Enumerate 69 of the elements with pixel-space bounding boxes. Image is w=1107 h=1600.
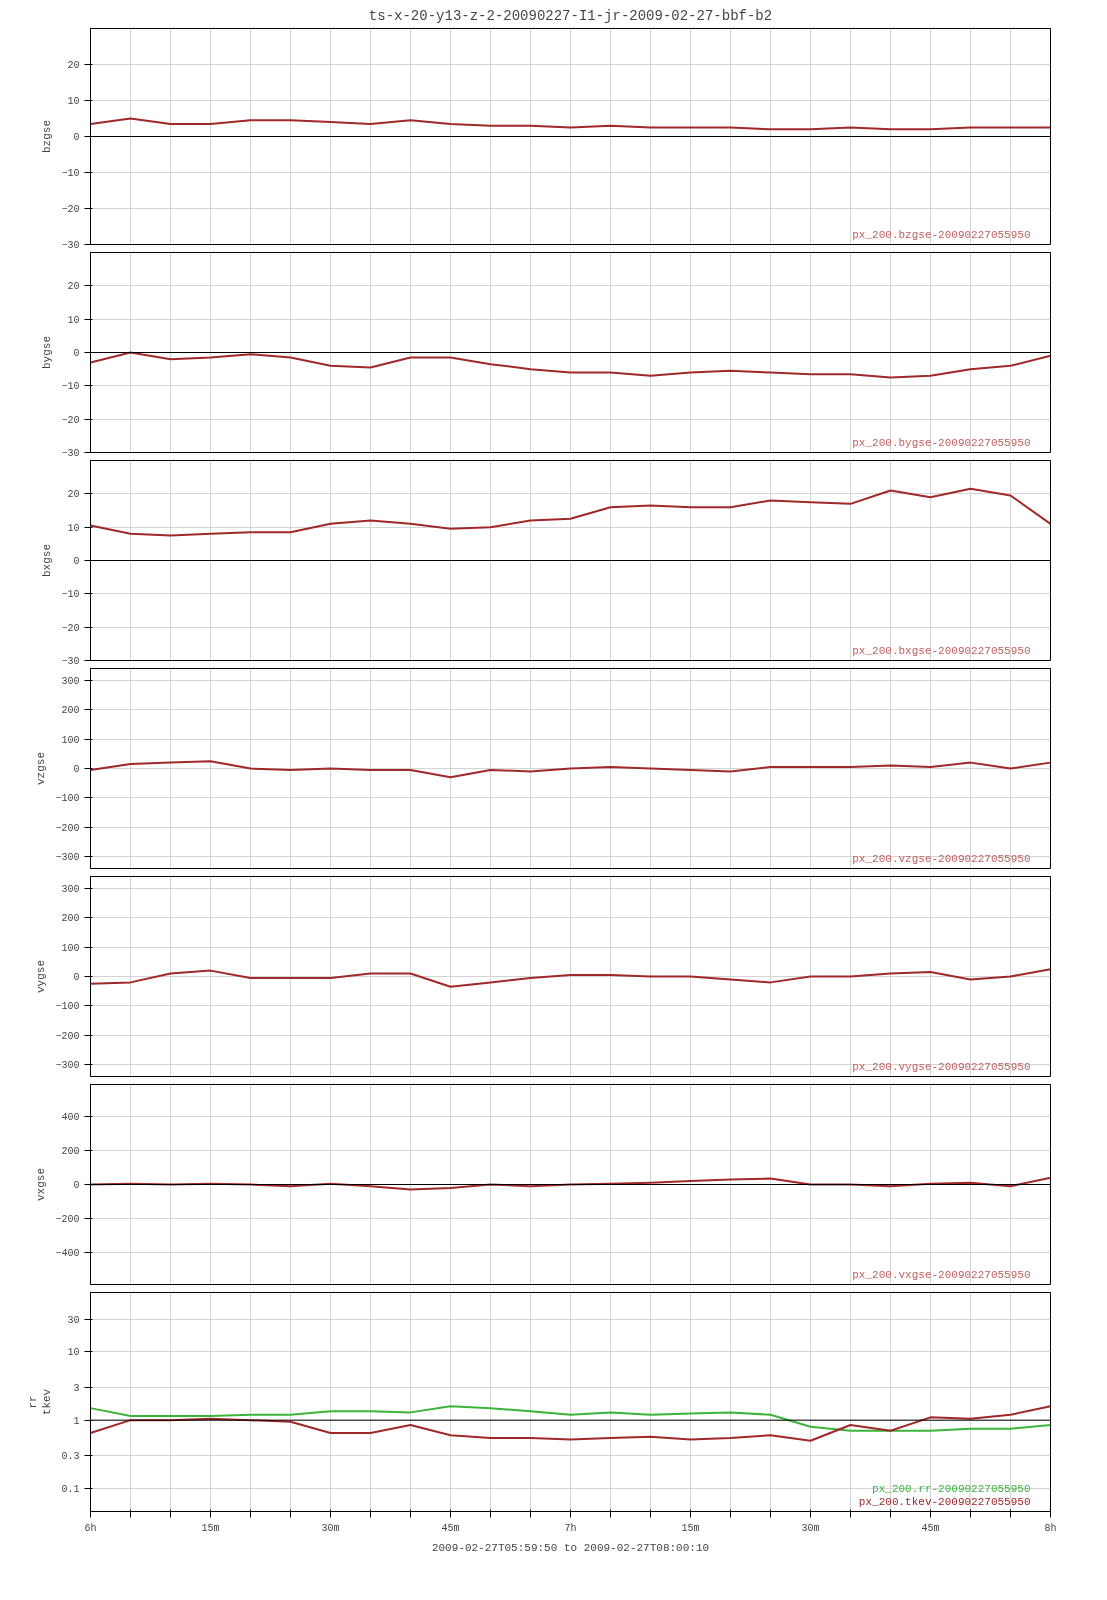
chart-title: ts-x-20-y13-z-2-20090227-I1-jr-2009-02-27-bbf-b2: [368, 7, 773, 24]
y-tick-label: 200: [61, 705, 80, 717]
text: px_200.tkev-20090227055950: [858, 1495, 1031, 1508]
y-tick-label: −20: [61, 414, 80, 426]
y-tick-label: 10: [67, 96, 80, 107]
y-tick-label: −10: [61, 168, 80, 179]
y-axis-title: vzgse: [35, 751, 48, 785]
x-tick-label: 45m: [441, 1522, 460, 1534]
y-tick-label: 200: [61, 913, 80, 925]
x-tick-label: 7h: [564, 1522, 577, 1534]
y-tick-label: 10: [67, 1347, 80, 1359]
y-tick-label: 300: [61, 883, 80, 895]
x-tick-label: 15m: [201, 1522, 220, 1534]
annotation: px_200.bxgse-20090227055950: [852, 644, 1031, 657]
y-tick-label: −30: [61, 656, 80, 667]
annotation: px_200.vzgse-20090227055950: [852, 852, 1031, 865]
y-tick-label: 10: [67, 522, 80, 534]
y-tick-label: 20: [67, 281, 80, 293]
y-tick-label: 300: [61, 675, 80, 687]
y-tick-label: 200: [61, 1146, 80, 1158]
y-tick-label: 0: [73, 972, 80, 983]
y-tick-label: −200: [55, 1213, 80, 1225]
y-tick-label: −100: [55, 793, 80, 805]
y-tick-label: −10: [61, 589, 80, 601]
y-axis-title: vxgse: [35, 1167, 48, 1201]
y-tick-label: 0: [73, 556, 80, 567]
y-tick-label: 20: [67, 60, 80, 71]
y-tick-label: 0.3: [61, 1451, 80, 1463]
y-tick-label: −100: [55, 1001, 80, 1013]
y-axis-title: rr tkev: [27, 1388, 54, 1416]
text: px_200.rr-20090227055950: [872, 1482, 1031, 1495]
y-tick-label: −300: [55, 852, 80, 864]
x-axis-title: 2009-02-27T05:59:50 to 2009-02-27T08:00:10: [431, 1541, 710, 1554]
y-tick-label: 400: [61, 1112, 80, 1124]
x-tick-label: 6h: [84, 1522, 97, 1534]
annotation: px_200.vxgse-20090227055950: [852, 1268, 1031, 1281]
x-tick-label: 30m: [801, 1522, 820, 1534]
y-tick-label: −400: [55, 1247, 80, 1259]
y-tick-label: 30: [67, 1314, 80, 1326]
y-tick-label: 1: [73, 1415, 80, 1427]
y-axis-title: bxgse: [41, 543, 54, 577]
y-tick-label: 0: [73, 1180, 80, 1191]
x-tick-label: 30m: [321, 1522, 340, 1534]
y-tick-label: −20: [61, 622, 80, 634]
annotation: px_200.bygse-20090227055950: [852, 436, 1031, 449]
y-tick-label: 0: [73, 132, 80, 143]
y-axis-title: vygse: [35, 959, 48, 993]
x-tick-label: 45m: [921, 1522, 940, 1534]
y-tick-label: 100: [61, 734, 80, 746]
y-tick-label: 0: [73, 764, 80, 775]
y-tick-label: 3: [73, 1383, 80, 1395]
y-axis-title: bygse: [41, 335, 54, 369]
x-tick-label: 8h: [1044, 1522, 1057, 1534]
y-tick-label: −30: [61, 240, 80, 251]
y-tick-label: 0.1: [61, 1483, 80, 1495]
y-tick-label: 100: [61, 942, 80, 954]
y-tick-label: 10: [67, 314, 80, 326]
y-tick-label: −200: [55, 822, 80, 834]
y-tick-label: −10: [61, 381, 80, 393]
y-tick-label: 0: [73, 348, 80, 359]
y-tick-label: −300: [55, 1060, 80, 1072]
y-axis-title: bzgse: [41, 119, 54, 153]
annotation: px_200.vygse-20090227055950: [852, 1060, 1031, 1073]
x-tick-label: 15m: [681, 1522, 700, 1534]
y-tick-label: −20: [61, 204, 80, 215]
annotation: px_200.bzgse-20090227055950: [852, 228, 1031, 241]
y-tick-label: 20: [67, 489, 80, 501]
y-tick-label: −200: [55, 1030, 80, 1042]
y-tick-label: −30: [61, 448, 80, 459]
